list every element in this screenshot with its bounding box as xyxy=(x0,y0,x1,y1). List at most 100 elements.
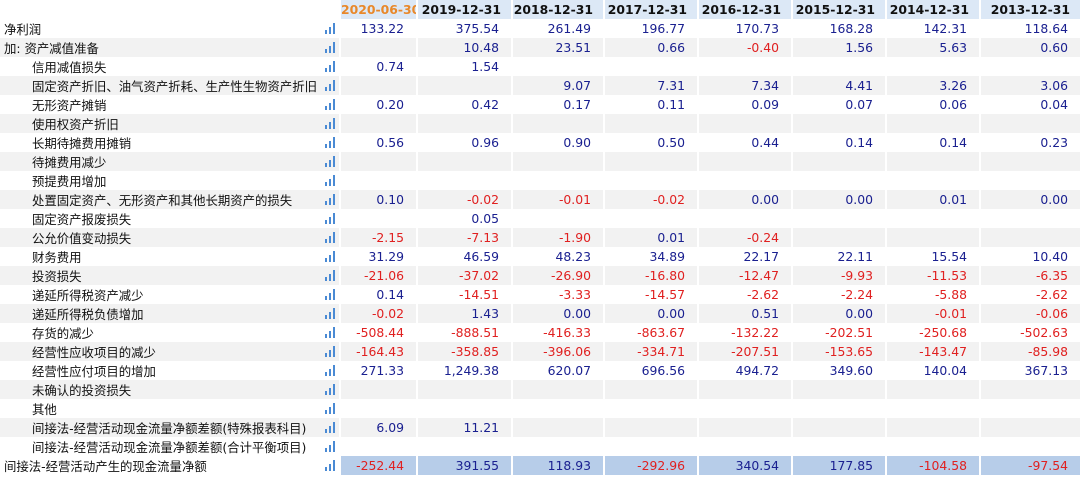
value-cell xyxy=(979,114,1080,133)
value-cell: 170.73 xyxy=(697,19,792,38)
column-header[interactable]: 2014-12-31 xyxy=(885,0,980,19)
value-cell xyxy=(511,171,604,190)
value-cell xyxy=(697,114,792,133)
column-header[interactable]: 2019-12-31 xyxy=(416,0,512,19)
value-cell xyxy=(416,114,512,133)
value-cell: -16.80 xyxy=(603,266,698,285)
value-cell: 0.00 xyxy=(791,190,886,209)
total-row: 间接法-经营活动产生的现金流量净额 -252.44 391.55 118.93 -292… xyxy=(0,456,1080,475)
row-label: 间接法-经营活动现金流量净额差额(合计平衡项目) xyxy=(32,439,307,455)
value-cell xyxy=(979,418,1080,437)
table-row: 财务费用 31.29 46.59 48.23 34.89 22.17 22.11 15.54 1… xyxy=(0,247,1080,266)
bar-chart-icon[interactable] xyxy=(325,441,335,452)
value-cell: 620.07 xyxy=(511,361,604,380)
value-cell: -143.47 xyxy=(885,342,980,361)
bar-chart-icon[interactable] xyxy=(325,289,335,300)
value-cell xyxy=(885,399,980,418)
bar-chart-icon[interactable] xyxy=(325,194,335,205)
value-cell: 0.20 xyxy=(339,95,417,114)
value-cell: -85.98 xyxy=(979,342,1080,361)
column-header[interactable]: 2018-12-31 xyxy=(511,0,604,19)
value-cell xyxy=(697,209,792,228)
bar-chart-icon[interactable] xyxy=(325,460,335,471)
value-cell xyxy=(979,171,1080,190)
value-cell xyxy=(511,152,604,171)
value-cell xyxy=(791,152,886,171)
value-cell: -0.02 xyxy=(339,304,417,323)
bar-chart-icon[interactable] xyxy=(325,175,335,186)
value-cell: 0.90 xyxy=(511,133,604,152)
row-label: 信用减值损失 xyxy=(32,59,107,75)
value-cell xyxy=(339,399,417,418)
bar-chart-icon[interactable] xyxy=(325,365,335,376)
bar-chart-icon[interactable] xyxy=(325,384,335,395)
table-row: 间接法-经营活动现金流量净额差额(特殊报表科目) 6.09 11.21 xyxy=(0,418,1080,437)
bar-chart-icon[interactable] xyxy=(325,346,335,357)
value-cell: 168.28 xyxy=(791,19,886,38)
bar-chart-icon[interactable] xyxy=(325,23,335,34)
row-label: 递延所得税资产减少 xyxy=(32,287,144,303)
value-cell xyxy=(416,380,512,399)
column-header[interactable]: 2015-12-31 xyxy=(791,0,886,19)
value-cell xyxy=(416,152,512,171)
bar-chart-icon[interactable] xyxy=(325,61,335,72)
value-cell: 34.89 xyxy=(603,247,698,266)
value-cell: -502.63 xyxy=(979,323,1080,342)
bar-chart-icon[interactable] xyxy=(325,232,335,243)
column-header[interactable]: 2020-06-30 xyxy=(339,0,417,19)
bar-chart-icon[interactable] xyxy=(325,270,335,281)
value-cell xyxy=(697,171,792,190)
bar-chart-icon[interactable] xyxy=(325,118,335,129)
table-row: 其他 xyxy=(0,399,1080,418)
value-cell: 5.63 xyxy=(885,38,980,57)
bar-chart-icon[interactable] xyxy=(325,251,335,262)
value-cell xyxy=(885,380,980,399)
column-header[interactable]: 2017-12-31 xyxy=(603,0,698,19)
column-header[interactable]: 2016-12-31 xyxy=(697,0,792,19)
value-cell xyxy=(603,57,698,76)
value-cell: 0.06 xyxy=(885,95,980,114)
value-cell xyxy=(603,437,698,456)
row-label-cell: 待摊费用减少 xyxy=(0,152,340,171)
table-row: 长期待摊费用摊销 0.56 0.96 0.90 0.50 0.44 0.14 0.14 0.23 xyxy=(0,133,1080,152)
bar-chart-icon[interactable] xyxy=(325,403,335,414)
value-cell xyxy=(511,437,604,456)
value-cell: 0.14 xyxy=(885,133,980,152)
value-cell xyxy=(791,380,886,399)
value-cell: -863.67 xyxy=(603,323,698,342)
value-cell: 7.31 xyxy=(603,76,698,95)
value-cell xyxy=(885,437,980,456)
value-cell: 0.42 xyxy=(416,95,512,114)
bar-chart-icon[interactable] xyxy=(325,80,335,91)
bar-chart-icon[interactable] xyxy=(325,42,335,53)
row-label-cell: 其他 xyxy=(0,399,340,418)
row-label: 无形资产摊销 xyxy=(32,97,107,113)
bar-chart-icon[interactable] xyxy=(325,137,335,148)
row-label-cell: 间接法-经营活动现金流量净额差额(特殊报表科目) xyxy=(0,418,340,437)
value-cell: 261.49 xyxy=(511,19,604,38)
column-header[interactable]: 2013-12-31 xyxy=(979,0,1080,19)
value-cell xyxy=(339,152,417,171)
value-cell xyxy=(791,57,886,76)
bar-chart-icon[interactable] xyxy=(325,213,335,224)
value-cell xyxy=(511,209,604,228)
bar-chart-icon[interactable] xyxy=(325,99,335,110)
row-label-cell: 间接法-经营活动产生的现金流量净额 xyxy=(0,456,340,475)
table-row: 存货的减少 -508.44 -888.51 -416.33 -863.67 -132.22… xyxy=(0,323,1080,342)
row-label: 公允价值变动损失 xyxy=(32,230,132,246)
bar-chart-icon[interactable] xyxy=(325,422,335,433)
row-label: 投资损失 xyxy=(32,268,82,284)
value-cell: 0.00 xyxy=(511,304,604,323)
header-row: 2020-06-30 2019-12-31 2018-12-31 2017-12… xyxy=(0,0,1080,19)
table-row: 间接法-经营活动现金流量净额差额(合计平衡项目) xyxy=(0,437,1080,456)
value-cell: 0.01 xyxy=(885,190,980,209)
value-cell: 1.54 xyxy=(416,57,512,76)
bar-chart-icon[interactable] xyxy=(325,327,335,338)
value-cell: 1.43 xyxy=(416,304,512,323)
row-label-cell: 间接法-经营活动现金流量净额差额(合计平衡项目) xyxy=(0,437,340,456)
value-cell xyxy=(603,152,698,171)
value-cell xyxy=(603,399,698,418)
value-cell xyxy=(339,114,417,133)
bar-chart-icon[interactable] xyxy=(325,156,335,167)
bar-chart-icon[interactable] xyxy=(325,308,335,319)
